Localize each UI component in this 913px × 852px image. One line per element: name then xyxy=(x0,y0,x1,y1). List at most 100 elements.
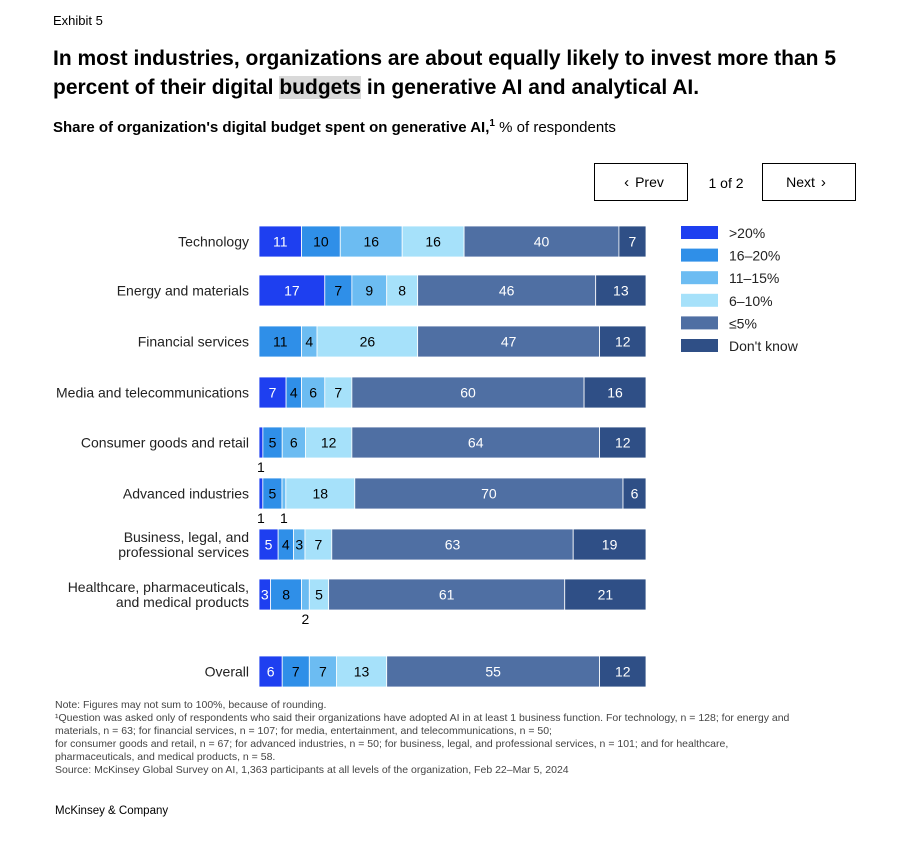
prev-button-label: Prev xyxy=(635,174,664,190)
next-button-label: Next xyxy=(786,174,815,190)
brand-logo-text: McKinsey & Company xyxy=(55,805,169,817)
bar-segment xyxy=(335,655,388,688)
bar-segment xyxy=(258,477,264,510)
bar-segment xyxy=(281,655,310,688)
data-label: 18 xyxy=(313,486,329,502)
bar-segment xyxy=(301,225,341,258)
data-label: 1 xyxy=(257,510,265,526)
data-label: 3 xyxy=(261,587,269,603)
bar-segment xyxy=(599,325,647,358)
data-label: 10 xyxy=(313,234,329,250)
legend-label: Don't know xyxy=(729,338,799,354)
data-label: 13 xyxy=(613,283,629,299)
title-part-2: in generative AI and analytical AI. xyxy=(361,76,700,99)
data-label: 5 xyxy=(265,537,273,553)
data-label: 5 xyxy=(269,486,277,502)
data-label: 8 xyxy=(282,587,290,603)
category-label: professional services xyxy=(118,544,249,560)
bar-segment xyxy=(351,426,600,459)
note-line: for consumer goods and retail, n = 67; f… xyxy=(55,738,729,750)
exhibit-label: Exhibit 5 xyxy=(53,13,103,28)
category-label: Advanced industries xyxy=(123,486,249,502)
prev-button[interactable]: ‹ Prev xyxy=(594,163,688,201)
data-label: 64 xyxy=(468,435,484,451)
bar-segment xyxy=(401,225,465,258)
bar-segment xyxy=(258,376,287,409)
bar-segment xyxy=(301,578,310,611)
data-label: 19 xyxy=(602,537,618,553)
legend-swatch xyxy=(681,271,718,285)
data-label: 1 xyxy=(257,459,265,475)
legend-label: 11–15% xyxy=(729,270,779,286)
data-label: 63 xyxy=(445,537,461,553)
bar-segment xyxy=(258,426,264,459)
data-label: 12 xyxy=(615,435,631,451)
data-label: 6 xyxy=(631,486,639,502)
data-label: 3 xyxy=(295,537,303,553)
data-label: 7 xyxy=(269,385,277,401)
bar-segment xyxy=(618,225,647,258)
subtitle-footnote-marker: 1 xyxy=(489,118,495,129)
category-label: Healthcare, pharmaceuticals, xyxy=(68,579,249,595)
data-label: 17 xyxy=(284,283,300,299)
bar-segment xyxy=(331,528,574,561)
data-label: 40 xyxy=(534,234,550,250)
category-label: and medical products xyxy=(116,594,249,610)
data-label: 47 xyxy=(501,334,517,350)
data-label: 7 xyxy=(314,537,322,553)
data-label: 4 xyxy=(282,537,290,553)
data-label: 12 xyxy=(615,334,631,350)
bar-segment xyxy=(339,225,403,258)
bar-segment xyxy=(281,477,287,510)
data-label: 11 xyxy=(273,334,288,350)
bar-segment xyxy=(417,274,597,307)
bar-segment xyxy=(324,274,353,307)
data-label: 26 xyxy=(360,334,376,350)
subtitle-unit: % of respondents xyxy=(494,119,616,136)
subtitle-bold: Share of organization's digital budget s… xyxy=(53,119,490,136)
data-label: 70 xyxy=(481,486,497,502)
bar-segment xyxy=(572,528,647,561)
chevron-right-icon: › xyxy=(820,173,826,191)
bar-segment xyxy=(351,274,388,307)
legend-label: >20% xyxy=(729,225,765,241)
bar-segment xyxy=(354,477,624,510)
bar-segment xyxy=(351,376,585,409)
bar-segment xyxy=(285,477,356,510)
category-label: Financial services xyxy=(138,334,249,350)
data-label: 5 xyxy=(269,435,277,451)
page-indicator: 1 of 2 xyxy=(708,175,744,191)
note-line: Source: McKinsey Global Survey on AI, 1,… xyxy=(55,764,569,776)
note-line: materials, n = 63; for financial service… xyxy=(55,725,552,737)
data-label: 7 xyxy=(334,385,342,401)
bar-segment xyxy=(599,426,647,459)
category-label: Media and telecommunications xyxy=(56,385,249,401)
legend-label: 6–10% xyxy=(729,293,773,309)
legend-swatch xyxy=(681,226,718,239)
category-label: Consumer goods and retail xyxy=(81,435,249,451)
data-label: 6 xyxy=(267,664,275,680)
legend-label: ≤5% xyxy=(729,315,757,331)
data-label: 55 xyxy=(485,664,501,680)
bar-segment xyxy=(308,655,337,688)
category-label: Business, legal, and xyxy=(124,529,249,545)
data-label: 13 xyxy=(354,664,370,680)
title-part-1: In most industries, organizations are ab… xyxy=(53,47,837,99)
bar-segment xyxy=(324,376,353,409)
bar-segment xyxy=(328,578,566,611)
data-label: 16 xyxy=(363,234,379,250)
data-label: 12 xyxy=(615,664,631,680)
data-label: 4 xyxy=(305,334,313,350)
legend-swatch xyxy=(681,293,718,307)
data-label: 7 xyxy=(334,283,342,299)
legend-label: 16–20% xyxy=(729,248,780,264)
bar-segment xyxy=(258,225,302,258)
data-label: 1 xyxy=(280,510,288,526)
data-label: 4 xyxy=(290,385,298,401)
note-line: ¹Question was asked only of respondents … xyxy=(55,712,790,724)
data-label: 61 xyxy=(439,587,455,603)
next-button[interactable]: Next › xyxy=(762,163,856,201)
chart-title: In most industries, organizations are ab… xyxy=(53,44,853,102)
data-label: 5 xyxy=(315,587,323,603)
